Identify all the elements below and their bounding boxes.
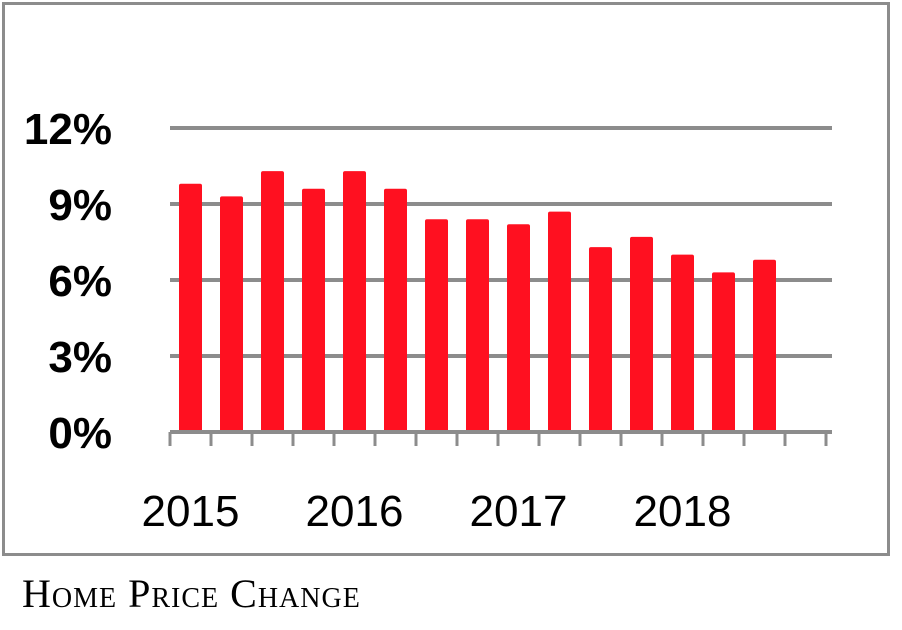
x-tick-label: 2018 <box>634 487 732 536</box>
y-tick-label: 3% <box>48 333 112 382</box>
y-tick-label: 0% <box>48 409 112 458</box>
bars <box>179 171 776 433</box>
chart-caption: Home Price Change <box>22 571 361 616</box>
bar <box>753 259 776 432</box>
bar <box>179 183 202 432</box>
y-tick-labels: 0% 3% 6% 9% 12% <box>24 105 112 458</box>
bar <box>302 188 325 432</box>
bar <box>507 224 530 432</box>
x-tick-label: 2017 <box>470 487 568 536</box>
bar <box>712 272 735 432</box>
y-tick-label: 6% <box>48 257 112 306</box>
bar <box>220 196 243 432</box>
bar <box>548 211 571 432</box>
y-tick-label: 12% <box>24 105 112 154</box>
bar <box>343 171 366 433</box>
x-axis <box>168 430 832 446</box>
bar <box>425 219 448 432</box>
x-tick-label: 2015 <box>142 487 240 536</box>
bar <box>630 236 653 432</box>
y-tick-label: 9% <box>48 181 112 230</box>
x-tick-labels: 2015 2016 2017 2018 <box>142 487 732 536</box>
bar <box>384 188 407 432</box>
x-tick-label: 2016 <box>306 487 404 536</box>
bar <box>589 247 612 432</box>
bar <box>671 254 694 432</box>
bar <box>466 219 489 432</box>
bar <box>261 171 284 433</box>
